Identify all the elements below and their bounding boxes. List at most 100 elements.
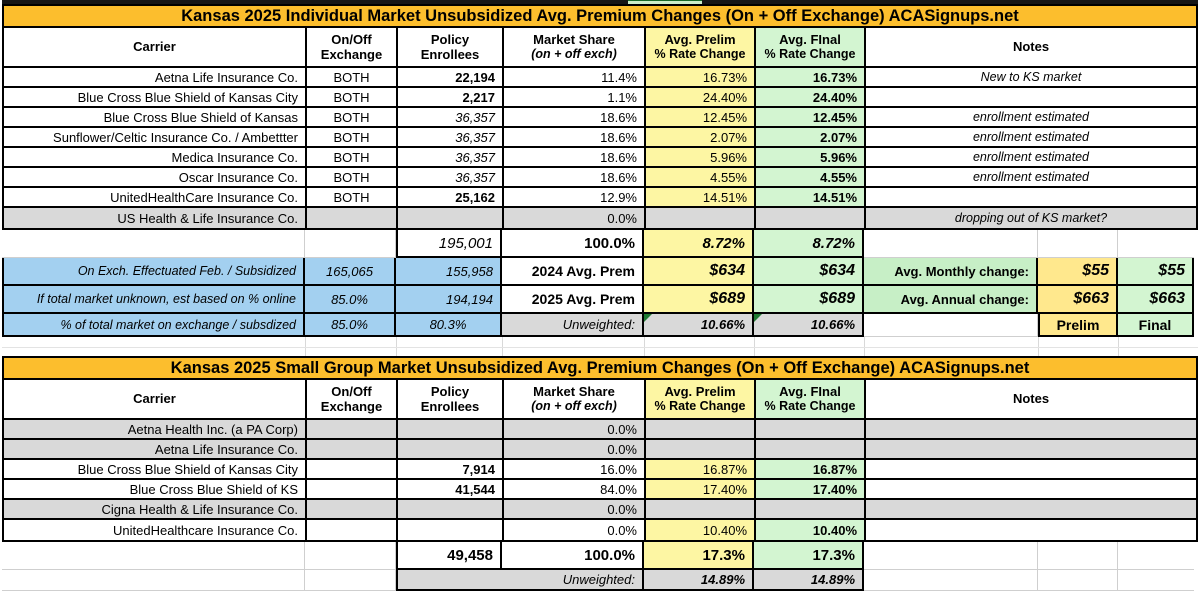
notes-cell[interactable]: enrollment estimated bbox=[866, 108, 1196, 128]
exchange-cell[interactable]: BOTH bbox=[307, 108, 398, 128]
unweighted-prelim-cell[interactable]: 10.66% bbox=[644, 314, 754, 337]
enrollees-cell[interactable] bbox=[398, 440, 504, 460]
est-market-value1-cell[interactable]: 85.0% bbox=[305, 286, 396, 314]
header-notes[interactable]: Notes bbox=[866, 28, 1196, 68]
header-prelim-rate[interactable]: Avg. Prelim% Rate Change bbox=[646, 28, 756, 68]
prelim-rate-cell[interactable] bbox=[646, 500, 756, 520]
exchange-cell[interactable] bbox=[307, 208, 398, 228]
market-share-cell[interactable]: 0.0% bbox=[504, 520, 646, 540]
prelim-rate-cell[interactable]: 10.40% bbox=[646, 520, 756, 540]
empty-cell[interactable] bbox=[1118, 570, 1194, 591]
final-rate-cell[interactable]: 10.40% bbox=[756, 520, 866, 540]
notes-cell[interactable]: New to KS market bbox=[866, 68, 1196, 88]
enrollees-cell[interactable]: 36,357 bbox=[398, 128, 504, 148]
header-carrier[interactable]: Carrier bbox=[4, 380, 307, 420]
total-share-cell[interactable]: 100.0% bbox=[502, 230, 644, 258]
prelim-rate-cell[interactable]: 12.45% bbox=[646, 108, 756, 128]
empty-cell[interactable] bbox=[1038, 542, 1118, 570]
enrollees-cell[interactable]: 36,357 bbox=[398, 108, 504, 128]
market-share-cell[interactable]: 11.4% bbox=[504, 68, 646, 88]
final-rate-cell[interactable]: 16.87% bbox=[756, 460, 866, 480]
header-market-share[interactable]: Market Share (on + off exch) bbox=[504, 28, 646, 68]
prelim-column-label[interactable]: Prelim bbox=[1038, 314, 1118, 337]
avg-prem-2024-prelim-cell[interactable]: $634 bbox=[644, 258, 754, 286]
annual-change-final-cell[interactable]: $663 bbox=[1118, 286, 1194, 314]
monthly-change-prelim-cell[interactable]: $55 bbox=[1038, 258, 1118, 286]
empty-cell[interactable] bbox=[2, 542, 305, 570]
total-final-cell[interactable]: 8.72% bbox=[754, 230, 864, 258]
empty-cell[interactable] bbox=[1118, 230, 1194, 258]
carrier-cell[interactable]: Blue Cross Blue Shield of Kansas City bbox=[4, 460, 307, 480]
enrollees-cell[interactable] bbox=[398, 500, 504, 520]
pct-market-label-cell[interactable]: % of total market on exchange / subsdize… bbox=[2, 314, 305, 337]
final-rate-cell[interactable] bbox=[756, 420, 866, 440]
empty-cell[interactable] bbox=[864, 314, 1038, 337]
pct-value1-cell[interactable]: 85.0% bbox=[305, 314, 396, 337]
empty-cell[interactable] bbox=[1118, 542, 1194, 570]
subsidized-value2-cell[interactable]: 155,958 bbox=[396, 258, 502, 286]
final-rate-cell[interactable] bbox=[756, 440, 866, 460]
notes-cell[interactable] bbox=[866, 440, 1196, 460]
empty-cell[interactable] bbox=[1038, 570, 1118, 591]
header-prelim-rate[interactable]: Avg. Prelim% Rate Change bbox=[646, 380, 756, 420]
carrier-cell[interactable]: Blue Cross Blue Shield of Kansas City bbox=[4, 88, 307, 108]
market-share-cell[interactable]: 1.1% bbox=[504, 88, 646, 108]
empty-cell[interactable] bbox=[305, 570, 396, 591]
final-rate-cell[interactable]: 5.96% bbox=[756, 148, 866, 168]
table2-title[interactable]: Kansas 2025 Small Group Market Unsubsidi… bbox=[2, 356, 1198, 380]
final-rate-cell[interactable]: 2.07% bbox=[756, 128, 866, 148]
avg-prem-2025-prelim-cell[interactable]: $689 bbox=[644, 286, 754, 314]
empty-cell[interactable] bbox=[305, 542, 396, 570]
enrollees-cell[interactable]: 36,357 bbox=[398, 168, 504, 188]
subsidized-label-cell[interactable]: On Exch. Effectuated Feb. / Subsidized bbox=[2, 258, 305, 286]
enrollees-cell[interactable]: 22,194 bbox=[398, 68, 504, 88]
header-carrier[interactable]: Carrier bbox=[4, 28, 307, 68]
total-prelim-cell[interactable]: 8.72% bbox=[644, 230, 754, 258]
monthly-change-label-cell[interactable]: Avg. Monthly change: bbox=[864, 258, 1038, 286]
final-rate-cell[interactable]: 24.40% bbox=[756, 88, 866, 108]
market-share-cell[interactable]: 18.6% bbox=[504, 148, 646, 168]
exchange-cell[interactable] bbox=[307, 480, 398, 500]
unweighted-label-cell[interactable]: Unweighted: bbox=[502, 314, 644, 337]
final-rate-cell[interactable]: 17.40% bbox=[756, 480, 866, 500]
unweighted-label-cell[interactable]: Unweighted: bbox=[396, 570, 644, 591]
exchange-cell[interactable] bbox=[307, 420, 398, 440]
final-rate-cell[interactable]: 12.45% bbox=[756, 108, 866, 128]
unweighted-final-cell[interactable]: 14.89% bbox=[754, 570, 864, 591]
total-enrollees-cell[interactable]: 49,458 bbox=[396, 542, 502, 570]
market-share-cell[interactable]: 0.0% bbox=[504, 500, 646, 520]
exchange-cell[interactable]: BOTH bbox=[307, 148, 398, 168]
carrier-cell[interactable]: Oscar Insurance Co. bbox=[4, 168, 307, 188]
table1-title[interactable]: Kansas 2025 Individual Market Unsubsidiz… bbox=[2, 4, 1198, 28]
enrollees-cell[interactable]: 36,357 bbox=[398, 148, 504, 168]
market-share-cell[interactable]: 0.0% bbox=[504, 208, 646, 228]
market-share-cell[interactable]: 16.0% bbox=[504, 460, 646, 480]
market-share-cell[interactable]: 0.0% bbox=[504, 440, 646, 460]
prelim-rate-cell[interactable] bbox=[646, 440, 756, 460]
est-market-value2-cell[interactable]: 194,194 bbox=[396, 286, 502, 314]
empty-cell[interactable] bbox=[305, 230, 396, 258]
header-final-rate[interactable]: Avg. FInal% Rate Change bbox=[756, 28, 866, 68]
carrier-cell[interactable]: Cigna Health & Life Insurance Co. bbox=[4, 500, 307, 520]
total-prelim-cell[interactable]: 17.3% bbox=[644, 542, 754, 570]
prelim-rate-cell[interactable]: 16.87% bbox=[646, 460, 756, 480]
market-share-cell[interactable]: 18.6% bbox=[504, 168, 646, 188]
enrollees-cell[interactable]: 2,217 bbox=[398, 88, 504, 108]
final-rate-cell[interactable]: 16.73% bbox=[756, 68, 866, 88]
notes-cell[interactable] bbox=[866, 480, 1196, 500]
avg-prem-2025-label-cell[interactable]: 2025 Avg. Prem bbox=[502, 286, 644, 314]
market-share-cell[interactable]: 18.6% bbox=[504, 128, 646, 148]
final-column-label[interactable]: Final bbox=[1118, 314, 1194, 337]
empty-cell[interactable] bbox=[864, 570, 1038, 591]
avg-prem-2024-label-cell[interactable]: 2024 Avg. Prem bbox=[502, 258, 644, 286]
exchange-cell[interactable] bbox=[307, 520, 398, 540]
empty-cell[interactable] bbox=[864, 542, 1038, 570]
prelim-rate-cell[interactable]: 24.40% bbox=[646, 88, 756, 108]
enrollees-cell[interactable]: 41,544 bbox=[398, 480, 504, 500]
header-notes[interactable]: Notes bbox=[866, 380, 1196, 420]
carrier-cell[interactable]: Aetna Health Inc. (a PA Corp) bbox=[4, 420, 307, 440]
notes-cell[interactable]: enrollment estimated bbox=[866, 168, 1196, 188]
notes-cell[interactable] bbox=[866, 500, 1196, 520]
unweighted-final-cell[interactable]: 10.66% bbox=[754, 314, 864, 337]
total-share-cell[interactable]: 100.0% bbox=[502, 542, 644, 570]
